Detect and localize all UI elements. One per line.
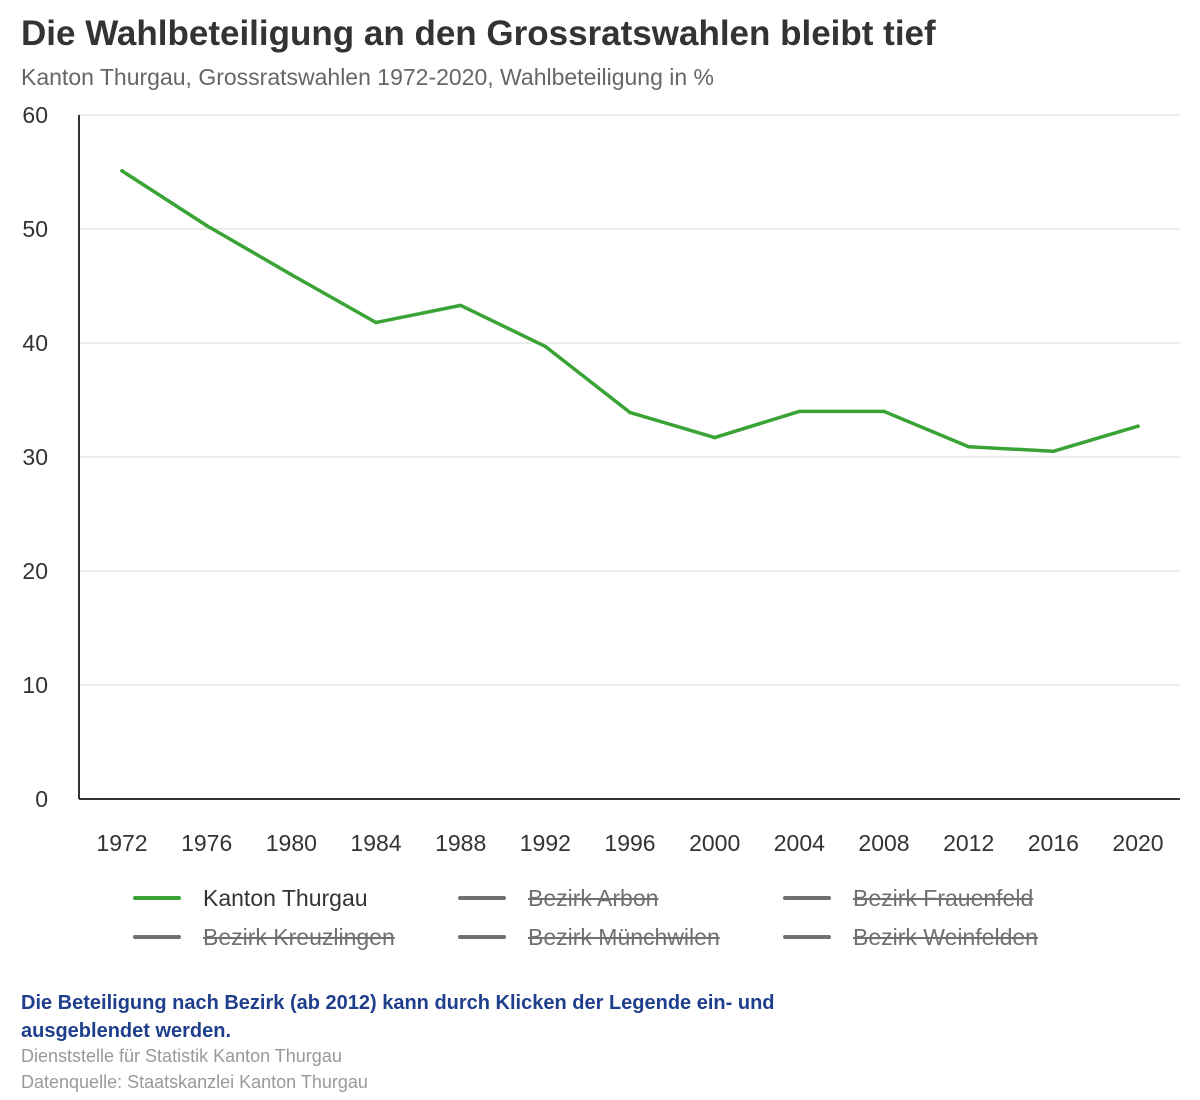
series-layer	[120, 169, 1140, 454]
data-point[interactable]	[628, 410, 632, 415]
legend-item-bezirk-arbon[interactable]: Bezirk Arbon	[458, 878, 658, 918]
series-line-kanton-thurgau[interactable]	[120, 169, 1140, 454]
y-axis-ticks: 0 10 20 30 40 50 60	[22, 102, 48, 812]
legend-label: Bezirk Arbon	[528, 884, 659, 911]
data-point[interactable]	[712, 435, 717, 440]
legend-item-bezirk-frauenfeld[interactable]: Bezirk Frauenfeld	[783, 878, 1033, 918]
x-tick-label: 2008	[858, 830, 909, 856]
y-tick-label: 0	[35, 786, 48, 812]
x-tick-label: 2012	[943, 830, 994, 856]
credit-publisher: Dienststelle für Statistik Kanton Thurga…	[21, 1046, 342, 1066]
data-point[interactable]	[882, 409, 886, 414]
legend-item-bezirk-kreuzlingen[interactable]: Bezirk Kreuzlingen	[133, 917, 395, 957]
x-tick-label: 1984	[350, 830, 401, 856]
y-tick-label: 20	[22, 558, 48, 584]
y-tick-label: 60	[22, 102, 48, 128]
x-tick-label: 1992	[520, 830, 571, 856]
data-point[interactable]	[374, 320, 378, 325]
legend-label: Bezirk Weinfelden	[853, 923, 1038, 950]
chart-subtitle: Kanton Thurgau, Grossratswahlen 1972-202…	[21, 64, 714, 90]
legend-label: Bezirk Frauenfeld	[853, 884, 1034, 911]
x-tick-label: 2020	[1112, 830, 1163, 856]
legend-label: Bezirk Münchwilen	[528, 923, 720, 950]
data-point[interactable]	[204, 223, 209, 228]
data-point[interactable]	[543, 344, 548, 349]
legend-hint-note: Die Beteiligung nach Bezirk (ab 2012) ka…	[21, 992, 775, 1042]
y-tick-label: 50	[22, 216, 48, 242]
x-tick-label: 1972	[96, 830, 147, 856]
legend-line-symbol	[458, 896, 506, 900]
legend-line-symbol	[783, 896, 831, 900]
x-tick-label: 1980	[266, 830, 317, 856]
data-point[interactable]	[458, 303, 463, 308]
y-tick-label: 40	[22, 330, 48, 356]
legend-label: Bezirk Kreuzlingen	[203, 923, 395, 950]
legend-label: Kanton Thurgau	[203, 884, 368, 911]
x-tick-label: 2000	[689, 830, 740, 856]
credit-data-source: Datenquelle: Staatskanzlei Kanton Thurga…	[21, 1072, 368, 1092]
legend-item-bezirk-muenchwilen[interactable]: Bezirk Münchwilen	[458, 917, 720, 957]
legend-item-bezirk-weinfelden[interactable]: Bezirk Weinfelden	[783, 917, 1038, 957]
data-point[interactable]	[289, 272, 294, 277]
legend-line-symbol	[133, 935, 181, 939]
gridlines	[79, 114, 1180, 686]
x-tick-label: 1988	[435, 830, 486, 856]
x-tick-label: 2004	[774, 830, 825, 856]
x-tick-label: 1996	[604, 830, 655, 856]
data-point[interactable]	[120, 169, 124, 173]
y-tick-label: 10	[22, 672, 48, 698]
legend-line-symbol	[458, 935, 506, 939]
axes	[78, 115, 1180, 800]
x-tick-label: 2016	[1028, 830, 1079, 856]
legend-line-symbol	[133, 896, 181, 900]
x-tick-label: 1976	[181, 830, 232, 856]
data-point[interactable]	[966, 444, 971, 449]
data-point[interactable]	[1136, 424, 1140, 429]
legend-item-kanton-thurgau[interactable]: Kanton Thurgau	[133, 878, 368, 918]
data-point[interactable]	[797, 409, 802, 414]
chart-legend: Kanton Thurgau Bezirk Arbon Bezirk Fraue…	[0, 878, 1200, 958]
data-point[interactable]	[1051, 449, 1056, 454]
chart-title: Die Wahlbeteiligung an den Grossratswahl…	[21, 14, 936, 53]
legend-line-symbol	[783, 935, 831, 939]
x-axis-ticks: 1972 1976 1980 1984 1988 1992 1996 2000 2004 2008…	[96, 830, 1163, 856]
y-tick-label: 30	[22, 444, 48, 470]
